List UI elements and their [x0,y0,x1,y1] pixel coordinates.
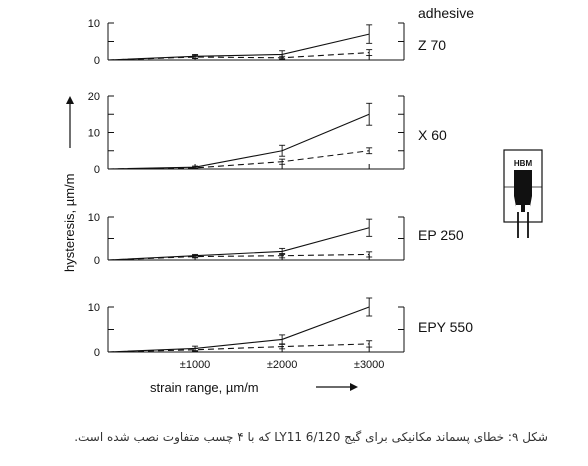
strain-gauge-illustration: HBM [503,149,543,238]
adhesive-label: X 60 [418,127,447,143]
adhesive-label: EP 250 [418,227,464,243]
gauge-grid-body [514,170,532,212]
series-line-dashed [107,253,370,261]
adhesive-label: Z 70 [418,37,446,53]
x-tick-label: ±3000 [354,359,385,371]
y-axis-label-group: hysteresis, µm/m [62,96,77,272]
y-tick-label: 10 [88,18,100,30]
series-line-solid [107,113,370,170]
y-tick-label: 0 [94,255,100,267]
gauge-right-tab [525,205,530,212]
x-axis-label: strain range, µm/m [150,380,259,395]
panel-epy550: 0 10 EPY 550 [88,297,473,359]
y-tick-label: 20 [88,91,100,103]
y-tick-label: 10 [88,302,100,314]
series-line-dashed [107,343,370,353]
y-tick-label: 0 [94,55,100,67]
hysteresis-figure: adhesive 0 10 Z 70 0 10 20 X 60 0 10 EP 250 0 10 EPY… [62,5,543,395]
x-axis-label-group: strain range, µm/m [150,380,358,395]
series-line-dashed [107,52,370,61]
y-tick-label: 10 [88,212,100,224]
chart-panels: 0 10 Z 70 0 10 20 X 60 0 10 EP 250 0 10 EPY 550 ±1000… [88,18,473,371]
adhesive-header: adhesive [418,5,474,21]
x-tick-label: ±1000 [180,359,211,371]
panel-x60: 0 10 20 X 60 [88,91,447,176]
gauge-left-tab [516,205,521,212]
x-tick-label: ±2000 [267,359,298,371]
y-tick-label: 0 [94,347,100,359]
panel-z70: 0 10 Z 70 [88,18,446,67]
y-tick-label: 0 [94,164,100,176]
gauge-logo-text: HBM [514,159,533,168]
series-line-dashed [107,150,370,170]
panel-ep250: 0 10 EP 250 [88,212,464,267]
y-tick-label: 10 [88,128,100,140]
adhesive-label: EPY 550 [418,319,473,335]
series-line-solid [107,306,370,353]
y-axis-label: hysteresis, µm/m [62,173,77,272]
y-axis-arrow-head [66,96,74,104]
figure-caption: شکل ۹: خطای پسماند مکانیکی برای گیج LY11… [74,430,548,444]
series-line-solid [107,33,370,61]
x-axis-arrow-head [350,383,358,391]
